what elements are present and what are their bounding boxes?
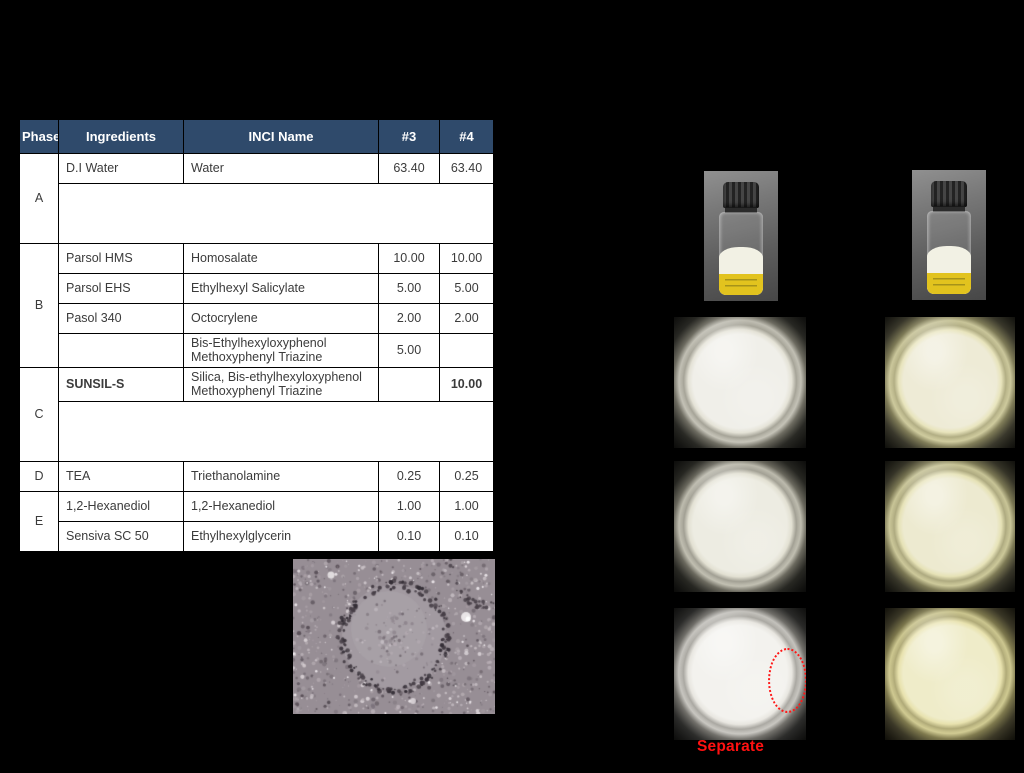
redacted-cells bbox=[58, 400, 494, 462]
cell-v4: 0.25 bbox=[439, 460, 494, 492]
vial-sample-4 bbox=[926, 181, 972, 295]
vial-yellow-label bbox=[927, 273, 971, 294]
phase-d-cell: D bbox=[19, 460, 59, 492]
phase-e-cell: E bbox=[19, 490, 59, 552]
cell-v3: 63.40 bbox=[378, 153, 440, 184]
cell-v4: 5.00 bbox=[439, 273, 494, 304]
table-row: Pasol 340 Octocrylene 2.00 2.00 bbox=[20, 303, 494, 334]
table-row-sunsil: C SUNSIL-S Silica, Bis-ethylhexyloxyphen… bbox=[19, 366, 494, 462]
vial-photo-sample-3 bbox=[704, 171, 778, 301]
vial-yellow-label bbox=[719, 274, 763, 295]
redacted-row-phase-c bbox=[20, 400, 494, 462]
separate-label: Separate bbox=[697, 738, 765, 755]
table-row: Bis-Ethylhexyloxyphenol Methoxyphenyl Tr… bbox=[20, 333, 494, 368]
cell-v4: 0.10 bbox=[439, 520, 494, 552]
redacted-v4-cell bbox=[439, 333, 494, 368]
cell-ingredient: Parsol HMS bbox=[58, 243, 184, 274]
redacted-cells bbox=[58, 183, 494, 244]
cell-inci: Octocrylene bbox=[183, 303, 379, 334]
table-row: A D.I Water Water 63.40 63.40 bbox=[19, 153, 494, 244]
vial-cap bbox=[931, 181, 967, 207]
header-sample-4: #4 bbox=[439, 119, 494, 154]
cell-v3: 10.00 bbox=[378, 243, 440, 274]
cell-inci: Triethanolamine bbox=[183, 460, 379, 492]
vial-glass-body bbox=[927, 211, 971, 294]
redacted-v3-cell bbox=[378, 366, 440, 402]
vial-neck bbox=[933, 206, 965, 212]
cell-v4: 63.40 bbox=[439, 153, 494, 184]
cell-v3: 5.00 bbox=[378, 273, 440, 304]
vial-glass-body bbox=[719, 212, 763, 295]
jar-photo-sample-4-row-2 bbox=[885, 461, 1015, 592]
jar-photo-sample-3-row-1 bbox=[674, 317, 806, 448]
phase-a-cell: A bbox=[19, 153, 59, 244]
redacted-row-phase-a bbox=[20, 183, 494, 244]
separation-annotation-ellipse bbox=[768, 648, 806, 713]
cell-v3: 1.00 bbox=[378, 490, 440, 522]
jar-photo-sample-4-row-3 bbox=[885, 608, 1015, 740]
table-row: B Parsol HMS Homosalate 10.00 10.00 bbox=[19, 243, 494, 368]
cell-ingredient: 1,2-Hexanediol bbox=[58, 490, 184, 522]
cell-inci: Homosalate bbox=[183, 243, 379, 274]
cell-v3: 0.10 bbox=[378, 520, 440, 552]
redacted-ingredient-cell bbox=[58, 333, 184, 368]
cell-inci: Water bbox=[183, 153, 379, 184]
cell-v3: 0.25 bbox=[378, 460, 440, 492]
cell-v4-green: 10.00 bbox=[439, 366, 494, 402]
table-row: E 1,2-Hexanediol 1,2-Hexanediol 1.00 1.0… bbox=[19, 490, 494, 552]
micrograph-emulsion-photo bbox=[293, 559, 495, 714]
cell-ingredient: Sensiva SC 50 bbox=[58, 520, 184, 552]
vial-label-text-lines bbox=[933, 278, 965, 288]
phase-b-cell: B bbox=[19, 243, 59, 368]
table-header-row: Phase Ingredients INCI Name #3 #4 bbox=[19, 119, 494, 154]
cell-ingredient-green: SUNSIL-S bbox=[58, 366, 184, 402]
vial-label-text-lines bbox=[725, 279, 757, 289]
cell-v3: 2.00 bbox=[378, 303, 440, 334]
vial-neck bbox=[725, 207, 757, 213]
table-row: Parsol EHS Ethylhexyl Salicylate 5.00 5.… bbox=[20, 273, 494, 304]
cell-ingredient: TEA bbox=[58, 460, 184, 492]
header-ingredients: Ingredients bbox=[58, 119, 184, 154]
header-inci-name: INCI Name bbox=[183, 119, 379, 154]
jar-photo-sample-3-row-3 bbox=[674, 608, 806, 740]
cell-inci: Ethylhexylglycerin bbox=[183, 520, 379, 552]
phase-c-cell: C bbox=[19, 366, 59, 462]
jar-photo-sample-4-row-1 bbox=[885, 317, 1015, 448]
cell-v3-orange: 5.00 bbox=[378, 333, 440, 368]
header-sample-3: #3 bbox=[378, 119, 440, 154]
cell-v4: 10.00 bbox=[439, 243, 494, 274]
cell-inci: 1,2-Hexanediol bbox=[183, 490, 379, 522]
formulation-table: Phase Ingredients INCI Name #3 #4 A D.I … bbox=[19, 119, 494, 552]
cell-inci: Ethylhexyl Salicylate bbox=[183, 273, 379, 304]
vial-sample-3 bbox=[718, 182, 764, 296]
cell-inci-green: Silica, Bis-ethylhexyloxyphenol Methoxyp… bbox=[183, 366, 379, 402]
table-row: D TEA Triethanolamine 0.25 0.25 bbox=[19, 460, 494, 492]
cell-v4: 1.00 bbox=[439, 490, 494, 522]
cell-v4: 2.00 bbox=[439, 303, 494, 334]
table-row: Sensiva SC 50 Ethylhexylglycerin 0.10 0.… bbox=[20, 520, 494, 552]
header-phase: Phase bbox=[19, 119, 59, 154]
jar-photo-sample-3-row-2 bbox=[674, 461, 806, 592]
cell-ingredient: Pasol 340 bbox=[58, 303, 184, 334]
vial-photo-sample-4 bbox=[912, 170, 986, 300]
cell-ingredient: Parsol EHS bbox=[58, 273, 184, 304]
vial-cap bbox=[723, 182, 759, 208]
cell-inci: Bis-Ethylhexyloxyphenol Methoxyphenyl Tr… bbox=[183, 333, 379, 368]
cell-ingredient: D.I Water bbox=[58, 153, 184, 184]
micrograph-droplet-image bbox=[293, 559, 495, 714]
